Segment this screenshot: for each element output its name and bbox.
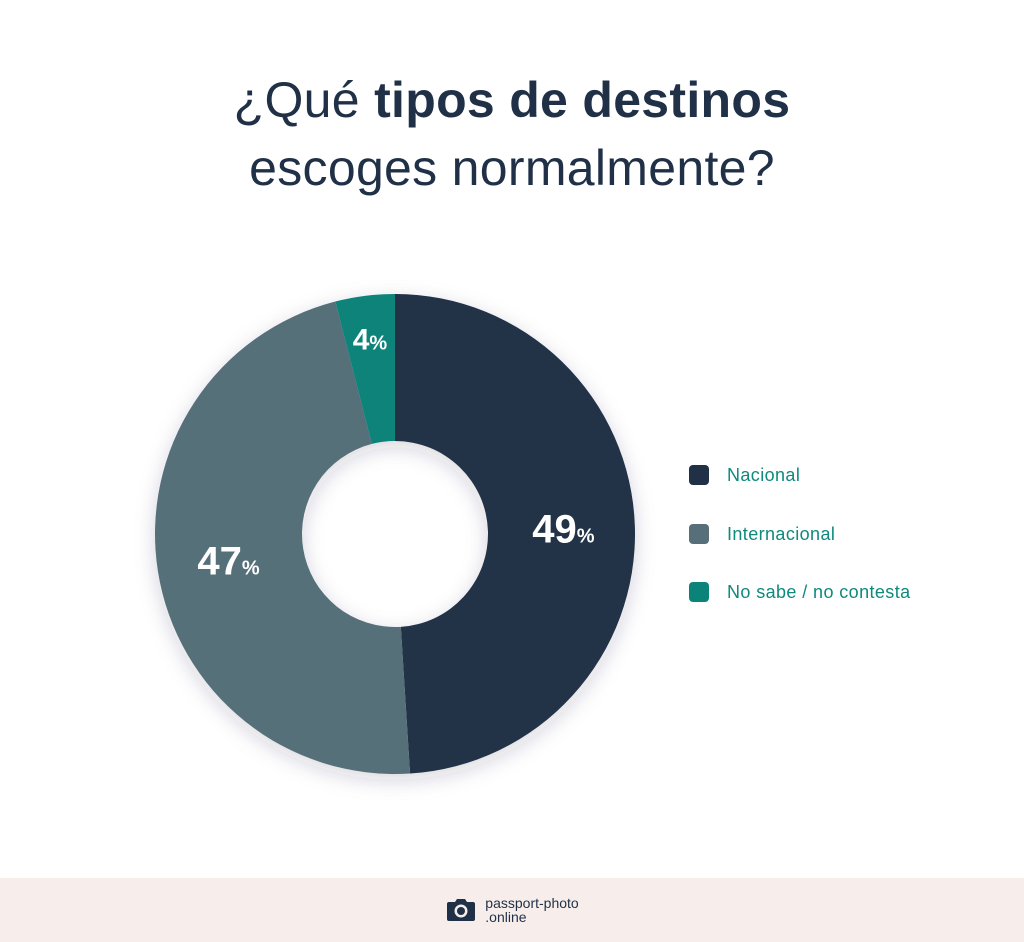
slice-label-4: 4% [353, 324, 388, 357]
chart-area: 49% 47% 4% Nacional Internacional No sabe / … [154, 294, 911, 775]
legend-label: Nacional [727, 464, 801, 485]
slice-label-47: 47% [197, 539, 260, 583]
donut-chart: 49% 47% 4% [154, 294, 636, 775]
chart-title: ¿Qué tipos de destinos escoges normalmen… [0, 66, 1024, 202]
slice-label-49: 49% [532, 508, 595, 552]
legend-item: Nacional [689, 462, 911, 488]
legend-label: No sabe / no contesta [727, 581, 911, 602]
title-prefix: ¿Qué [233, 72, 375, 128]
slice-no-sabe-no-contesta [335, 294, 395, 444]
legend-swatch [689, 582, 709, 602]
slice-nacional [395, 294, 636, 774]
brand-logo: passport-photo .online [445, 896, 579, 924]
brand-line-1: passport-photo [485, 895, 579, 911]
footer: passport-photo .online [0, 878, 1024, 942]
slice-internacional [154, 301, 411, 775]
donut-slices [154, 294, 636, 775]
brand-name: passport-photo .online [485, 896, 578, 924]
legend-item: No sabe / no contesta [689, 579, 911, 605]
legend-item: Internacional [689, 521, 911, 547]
slice-labels: 49% 47% 4% [197, 324, 594, 584]
title-line-1: ¿Qué tipos de destinos [0, 66, 1024, 134]
legend: Nacional Internacional No sabe / no contes… [689, 462, 911, 638]
legend-swatch [689, 465, 709, 485]
title-line-2: escoges normalmente? [249, 140, 775, 196]
brand-line-2: .online [485, 909, 527, 925]
legend-label: Internacional [727, 523, 836, 544]
title-bold: tipos de destinos [374, 72, 791, 128]
legend-swatch [689, 524, 709, 544]
camera-icon [447, 899, 476, 921]
